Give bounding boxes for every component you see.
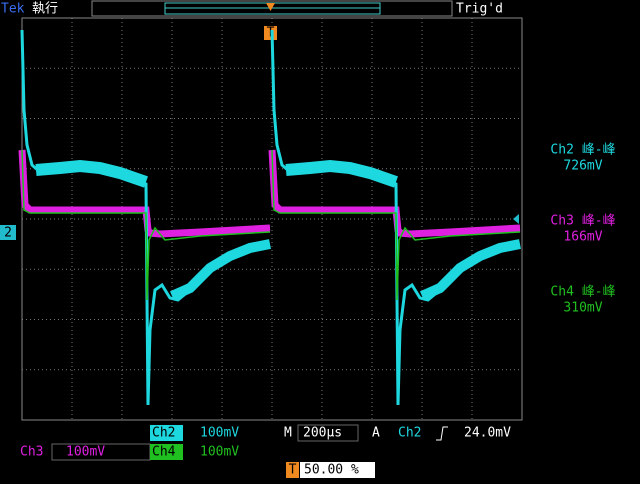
traces [18,29,520,406]
timebase: 200µs [303,426,342,441]
ch2-scale: 100mV [200,426,239,441]
meas-label: Ch3 峰-峰 [550,214,615,229]
timebase-label: M [284,426,292,441]
ch2-box [150,425,183,441]
position: 50.00 % [304,463,359,478]
trace-period [18,29,271,406]
trigger-marker-box [264,26,277,40]
trig-edge-icon [436,426,448,441]
ch3-label: Ch3 [20,445,43,460]
ch3-trace [18,149,271,238]
meas-value: 166mV [563,230,602,245]
position-box [300,462,375,478]
ground-marker-box [0,225,16,240]
ch4-label: Ch4 [152,445,176,460]
trig-level: 24.0mV [464,426,511,441]
meas-label: Ch2 峰-峰 [550,143,615,158]
acq-mode: A [372,426,380,441]
ch4-box [150,444,183,460]
ch3-scale: 100mV [66,445,105,460]
record-frame [91,0,453,17]
pos-marker-box [286,462,299,478]
run-state: 執行 [32,1,58,17]
timebase-box [297,424,359,442]
trig-source: Ch2 [398,426,421,441]
trigger-status: Trig'd [456,2,503,17]
meas-label: Ch4 峰-峰 [550,285,615,300]
ch2-label: Ch2 [152,426,175,441]
meas-value: 726mV [563,159,602,174]
meas-value: 310mV [563,301,602,316]
trigger-pointer [266,3,275,11]
graticule-border [21,17,523,421]
brand: Tek [1,2,25,17]
ch2-band [35,159,148,188]
graticule [22,18,522,420]
pos-marker: T [289,463,297,478]
trigger-level-marker [513,214,519,224]
ch4-trace [21,149,271,301]
ch4-scale: 100mV [200,445,239,460]
ch2-band [169,239,271,301]
ground-marker: 2 [4,226,12,241]
